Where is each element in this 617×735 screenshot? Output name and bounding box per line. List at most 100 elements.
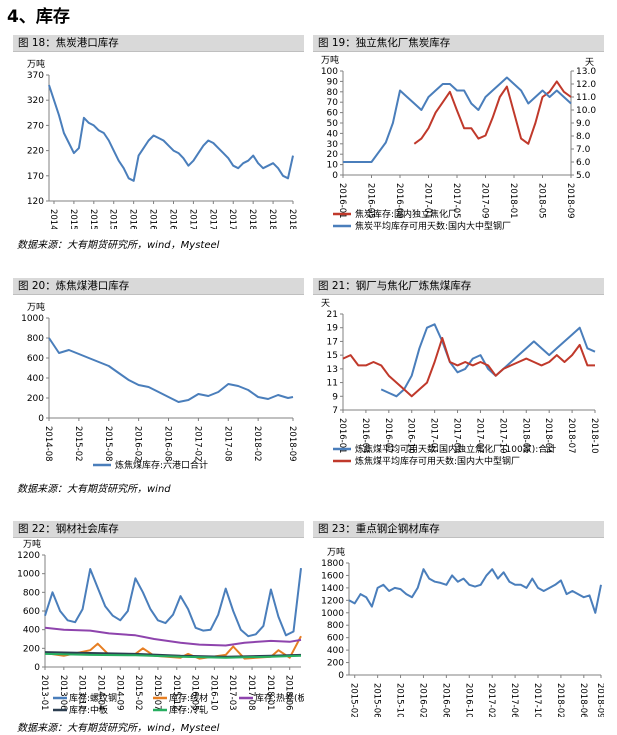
y-tick-label: 1200 [17, 551, 40, 561]
y-tick-label: 320 [27, 96, 44, 106]
x-tick-label: 2016-04 [360, 418, 370, 454]
y-tick-label: 0 [38, 414, 44, 424]
legend-label: 焦炭库存:国内独立焦化厂 [355, 208, 457, 220]
y-tick-label: 10 [327, 161, 339, 171]
x-tick-label: 2015-05 [88, 209, 98, 229]
x-tick-label: 2018-09 [287, 209, 297, 229]
y-tick-label: 800 [23, 588, 40, 598]
y-tick-label: 270 [27, 121, 44, 131]
y-tick-label: 40 [327, 129, 339, 139]
x-tick-label: 2015-08 [103, 426, 113, 462]
y-tick-label: 9 [332, 392, 338, 402]
x-tick-label: 2018-02 [252, 426, 262, 462]
x-tick-label: 2017-01 [187, 209, 197, 229]
y-tick-label: 1400 [321, 584, 344, 594]
x-tick-label: 2017-10 [497, 418, 507, 454]
source-note: 数据来源：大有期货研究所，wind [17, 484, 171, 495]
x-tick-label: 2018-09 [565, 183, 575, 219]
y-right-tick-label: 10.0 [576, 106, 596, 116]
y-tick-label: 220 [27, 147, 44, 157]
x-tick-label: 2016-01 [337, 183, 347, 219]
x-tick-label: 2016-08 [163, 426, 173, 462]
series-line [44, 567, 302, 638]
figure-23: 图 23：重点钢企钢材库存 万吨 0 200 400 600 800 1000 1200 140… [313, 521, 604, 717]
y-tick-label: 1000 [21, 314, 44, 324]
series-line [48, 84, 294, 182]
figure-title: 图 23：重点钢企钢材库存 [313, 521, 604, 538]
y-tick-label: 70 [327, 98, 339, 108]
figure-title: 图 21：钢厂与焦化厂炼焦煤库存 [313, 278, 604, 295]
x-tick-label: 2017-03 [227, 675, 237, 711]
x-tick-label: 2016-05 [366, 183, 376, 219]
y-tick-label: 400 [327, 646, 344, 656]
figure-title: 图 20：炼焦煤港口库存 [13, 278, 304, 295]
x-tick-label: 2016-09 [394, 183, 404, 219]
legend-label: 库存:中板 [69, 704, 108, 716]
y-tick-label: 400 [23, 626, 40, 636]
x-tick-label: 2018-09 [287, 426, 297, 462]
x-tick-label: 2015-06 [372, 683, 382, 717]
chart-svg: 天 7 9 11 13 15 17 19 21 2016-01 2016-04 2016-07 2016… [321, 299, 599, 467]
y-tick-label: 20 [327, 150, 339, 160]
y-tick-label: 13 [327, 365, 338, 375]
y-tick-label: 0 [338, 671, 344, 681]
y-tick-label: 21 [327, 310, 338, 320]
x-tick-label: 2017-09 [227, 209, 237, 229]
x-tick-label: 2017-05 [451, 183, 461, 219]
x-tick-label: 2013-11 [77, 675, 87, 711]
y-tick-label: 30 [327, 140, 339, 150]
x-tick-label: 2018-10 [589, 418, 599, 454]
x-tick-label: 2013-06 [58, 675, 68, 711]
series-line [44, 652, 302, 659]
y-tick-label: 200 [23, 644, 40, 654]
x-tick-label: 2017-04 [452, 418, 462, 454]
x-tick-label: 2018-01 [520, 418, 530, 454]
y-tick-label: 80 [327, 88, 339, 98]
y-tick-label: 15 [327, 351, 338, 361]
unit-label: 万吨 [321, 54, 339, 66]
x-tick-label: 2016-06 [440, 683, 450, 717]
figure-19: 图 19：独立焦化厂焦炭库存 万吨 天 0 10 20 30 40 50 60 70 80 90 100… [313, 35, 604, 233]
x-tick-label: 2015-02 [133, 675, 143, 711]
x-tick-label: 2013-01 [39, 675, 49, 711]
x-tick-label: 2016-01 [337, 418, 347, 454]
unit-label: 万吨 [23, 539, 41, 550]
y-tick-label: 800 [327, 621, 344, 631]
series-line [44, 626, 302, 647]
legend-label: 炼焦煤库存:六港口合计 [115, 459, 208, 471]
unit-label-right: 天 [585, 58, 594, 68]
y-right-tick-label: 5.0 [576, 171, 591, 181]
y-tick-label: 17 [327, 337, 338, 347]
y-tick-label: 200 [27, 394, 44, 404]
y-tick-label: 1600 [321, 571, 344, 581]
chart-svg: 万吨 0 200 400 600 800 1000 1200 2013-01 2013-06 201… [17, 539, 304, 716]
series-line [343, 76, 572, 163]
y-tick-label: 400 [27, 374, 44, 384]
y-tick-label: 50 [327, 119, 339, 129]
section-title: 4、库存 [7, 7, 70, 27]
y-tick-label: 1800 [321, 559, 344, 569]
y-tick-label: 370 [27, 71, 44, 81]
unit-label: 万吨 [327, 546, 345, 558]
x-tick-label: 2018-01 [265, 675, 275, 711]
y-right-tick-label: 8.0 [576, 132, 591, 142]
figure-title: 图 19：独立焦化厂焦炭库存 [313, 35, 604, 52]
unit-label: 万吨 [27, 301, 45, 313]
y-right-tick-label: 7.0 [576, 145, 591, 155]
figure-21: 图 21：钢厂与焦化厂炼焦煤库存 天 7 9 11 13 15 17 19 21 2016-01 2… [313, 278, 604, 478]
x-tick-label: 2018-05 [537, 183, 547, 219]
x-tick-label: 2016-02 [417, 683, 427, 717]
x-tick-label: 2017-08 [222, 426, 232, 462]
x-tick-label: 2016-09 [167, 209, 177, 229]
series-line [413, 80, 572, 145]
series-line [380, 323, 596, 398]
x-tick-label: 2014-04 [95, 675, 105, 711]
y-tick-label: 600 [27, 354, 44, 364]
x-tick-label: 2014-09 [48, 209, 58, 229]
y-right-tick-label: 12.0 [576, 80, 596, 90]
x-tick-label: 2014-08 [43, 426, 53, 462]
legend-label: 炼焦煤平均可用天数:国内独立焦化厂(100家):合计 [355, 443, 556, 455]
x-tick-label: 2016-05 [190, 675, 200, 711]
y-tick-label: 0 [332, 171, 338, 181]
